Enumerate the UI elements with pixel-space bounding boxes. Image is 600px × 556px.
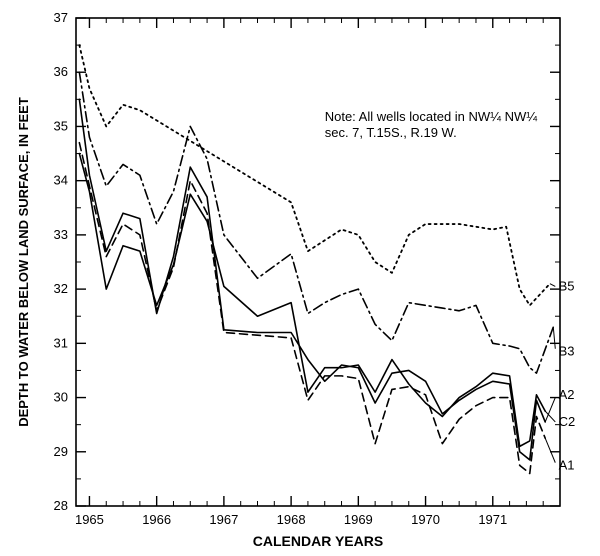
- series-label-B3: B3: [559, 343, 575, 358]
- series-B5: [79, 45, 550, 305]
- plot-border: [76, 18, 560, 506]
- x-tick-label: 1967: [209, 512, 238, 527]
- chart-note-line: Note: All wells located in NW¼ NW¼: [325, 109, 538, 124]
- y-tick-label: 28: [54, 498, 68, 513]
- x-tick-label: 1966: [142, 512, 171, 527]
- water-depth-chart: 28 29 30 31 32 33 34 35 36 37 1965 1966 1967 1968 1969…: [0, 0, 600, 556]
- series-label-B5: B5: [559, 278, 575, 293]
- y-tick-label: 35: [54, 118, 68, 133]
- y-tick-label: 33: [54, 227, 68, 242]
- y-tick-label: 31: [54, 335, 68, 350]
- chart-svg: 28 29 30 31 32 33 34 35 36 37 1965 1966 1967 1968 1969…: [0, 0, 600, 556]
- series-label-C2: C2: [559, 414, 576, 429]
- chart-note-line: sec. 7, T.15S., R.19 W.: [325, 125, 457, 140]
- label-connector: [550, 284, 555, 287]
- series-label-A2: A2: [559, 387, 575, 402]
- y-tick-label: 36: [54, 64, 68, 79]
- x-tick-label: 1970: [411, 512, 440, 527]
- x-tick-label: 1968: [277, 512, 306, 527]
- series-A1: [79, 143, 545, 474]
- label-connector: [545, 438, 555, 462]
- y-tick-label: 32: [54, 281, 68, 296]
- y-tick-label: 30: [54, 390, 68, 405]
- label-connector: [553, 327, 555, 349]
- x-axis-label: CALENDAR YEARS: [253, 533, 383, 549]
- x-tick-label: 1971: [478, 512, 507, 527]
- y-tick-label: 37: [54, 10, 68, 25]
- y-tick-label: 34: [54, 173, 68, 188]
- label-connector: [545, 398, 555, 422]
- x-tick-label: 1965: [75, 512, 104, 527]
- series-label-A1: A1: [559, 457, 575, 472]
- series-C2: [79, 154, 545, 447]
- y-axis-label: DEPTH TO WATER BELOW LAND SURFACE, IN FE…: [16, 97, 31, 427]
- label-connector: [545, 411, 555, 422]
- y-tick-label: 29: [54, 444, 68, 459]
- x-tick-label: 1969: [344, 512, 373, 527]
